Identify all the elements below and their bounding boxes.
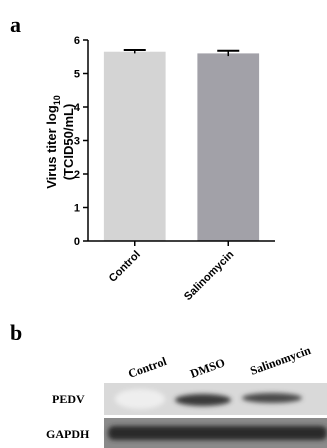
panel-label: a	[10, 12, 21, 37]
y-tick-label: 3	[74, 136, 80, 148]
panel-label: b	[10, 320, 22, 345]
x-tick-label: Control	[107, 249, 143, 285]
lane-label: Control	[126, 354, 169, 381]
band	[175, 394, 231, 406]
y-axis-label: Virus titer log10 (TCID50/mL)	[44, 95, 76, 189]
bar	[197, 53, 259, 241]
blot	[104, 383, 327, 448]
figure: a b Virus titer log10 (TCID50/mL) PEDV G…	[0, 0, 327, 448]
lane-label: Salinomycin	[248, 343, 313, 378]
bar	[104, 52, 166, 241]
band	[108, 426, 327, 440]
row-label: GAPDH	[46, 427, 90, 441]
row-label: PEDV	[52, 392, 85, 406]
y-label-line: Virus titer log10	[44, 95, 62, 189]
y-tick-label: 2	[74, 169, 80, 181]
y-tick-label: 6	[74, 35, 80, 47]
x-tick-label: Salinomycin	[182, 248, 237, 303]
band	[115, 389, 165, 409]
band	[242, 393, 302, 403]
y-tick-label: 4	[74, 102, 81, 114]
y-label-text: Virus titer log	[44, 105, 59, 189]
y-tick-label: 1	[74, 203, 80, 215]
y-tick-label: 0	[74, 236, 80, 248]
y-tick-label: 5	[74, 69, 80, 81]
lane-label: DMSO	[188, 355, 227, 380]
